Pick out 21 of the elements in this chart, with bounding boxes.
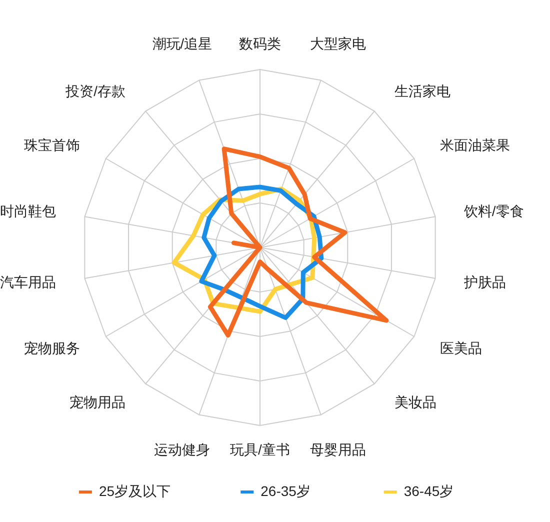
- spoke-label: 潮玩/追星: [152, 35, 212, 52]
- spoke-label: 米面油菜果: [440, 136, 510, 153]
- spoke-label: 大型家电: [310, 35, 366, 52]
- spoke-label: 生活家电: [394, 82, 450, 99]
- spoke-label: 珠宝首饰: [24, 136, 80, 153]
- spoke-label: 饮料/零食: [462, 202, 524, 219]
- spoke-label: 投资/存款: [64, 82, 126, 99]
- spoke-label: 宠物服务: [24, 340, 80, 356]
- spoke-label: 护肤品: [462, 273, 506, 290]
- spoke-label: 汽车用品: [0, 273, 56, 290]
- spoke-label: 玩具/童书: [230, 441, 290, 458]
- spoke-label: 医美品: [440, 340, 482, 356]
- spoke-label: 母婴用品: [310, 441, 366, 458]
- spoke-label: 宠物用品: [70, 394, 126, 410]
- spoke-label: 运动健身: [154, 441, 210, 458]
- legend-label: 25岁及以下: [98, 482, 171, 499]
- legend-label: 36-45岁: [404, 482, 454, 499]
- spoke-label: 时尚鞋包: [0, 202, 56, 219]
- legend-label: 26-35岁: [260, 482, 310, 499]
- spoke-label: 数码类: [239, 35, 281, 52]
- spoke-label: 美妆品: [394, 394, 436, 410]
